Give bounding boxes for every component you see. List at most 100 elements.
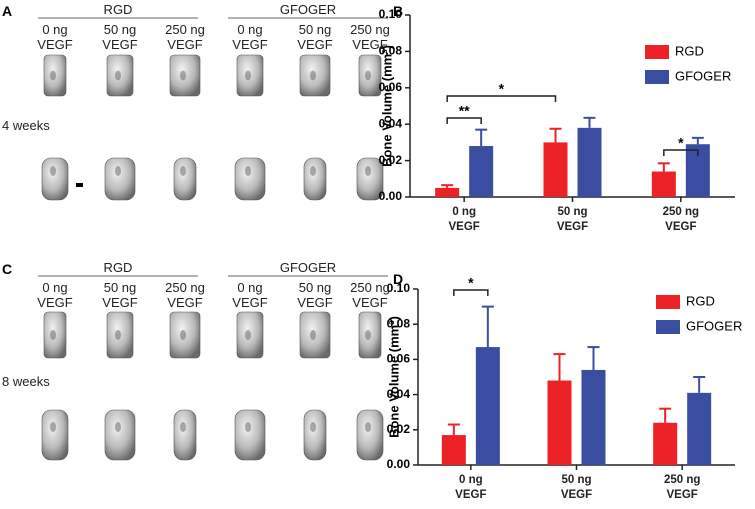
y-tick-label: 0.04 [379, 116, 403, 130]
scaffold-image [234, 157, 266, 201]
y-tick-label: 0.06 [379, 80, 403, 94]
bar [653, 422, 678, 465]
y-axis-label: Bone Volume (mm³) [386, 316, 401, 438]
x-tick-label: 250 ng VEGF [662, 206, 700, 233]
y-tick-label: 0.00 [379, 189, 403, 203]
x-tick-label: 0 ng VEGF [448, 206, 480, 233]
column-header: 0 ng VEGF [232, 22, 268, 52]
scaffold-image [303, 157, 327, 201]
scaffold-pore [245, 70, 251, 81]
scaffold-pore [180, 422, 186, 432]
column-header: 50 ng VEGF [297, 22, 333, 52]
scaffold-pore [245, 422, 251, 432]
y-tick-label: 0.10 [387, 281, 411, 295]
scaffold-pore [365, 330, 371, 340]
scaffold-pore [365, 166, 371, 176]
scaffold-image [356, 157, 384, 201]
scaffold-pore [50, 166, 56, 176]
y-tick-label: 0.10 [379, 7, 403, 21]
legend-label: RGD [686, 293, 715, 308]
scale-bar [76, 183, 83, 187]
scaffold-pore [115, 422, 121, 432]
group-header: RGD [103, 2, 133, 17]
group-header: RGD [103, 260, 133, 275]
x-tick-label: 50 ng VEGF [560, 474, 593, 501]
y-axis-label: Bone Volume (mm³) [379, 45, 394, 167]
y-tick-label: 0.02 [379, 153, 403, 167]
bar [687, 392, 712, 465]
x-tick-label: 250 ng VEGF [663, 474, 701, 501]
bar [581, 369, 606, 465]
bar [577, 127, 602, 197]
scaffold-image [356, 409, 384, 461]
bar [469, 146, 494, 197]
column-header: 250 ng VEGF [165, 280, 205, 310]
significance-bracket [446, 117, 482, 124]
legend-swatch [656, 295, 680, 309]
scaffold-pore [245, 166, 251, 176]
column-header: 250 ng VEGF [350, 280, 390, 310]
scaffold-pore [245, 330, 251, 340]
y-tick-label: 0.06 [387, 352, 411, 366]
legend-label: RGD [675, 43, 704, 58]
significance-bracket [663, 149, 699, 156]
scaffold-pore [180, 166, 186, 176]
y-tick-label: 0.02 [387, 422, 411, 436]
scaffold-pore [365, 422, 371, 432]
group-header: GFOGER [279, 260, 337, 275]
time-label: 8 weeks [2, 374, 50, 389]
significance-label: * [678, 135, 684, 151]
column-header: 250 ng VEGF [165, 22, 205, 52]
scaffold-image [173, 409, 197, 461]
significance-bracket [453, 289, 489, 296]
y-tick-label: 0.04 [387, 387, 411, 401]
legend-label: GFOGER [675, 68, 731, 83]
column-header: 0 ng VEGF [232, 280, 268, 310]
x-tick-label: 50 ng VEGF [556, 206, 589, 233]
significance-label: * [499, 81, 505, 97]
scaffold-pore [115, 330, 121, 340]
y-tick-label: 0.00 [387, 457, 411, 471]
column-header: 0 ng VEGF [37, 280, 73, 310]
panel-letter: D [393, 271, 404, 287]
bar [441, 435, 466, 465]
scaffold-pore [310, 166, 316, 176]
time-label: 4 weeks [2, 118, 50, 133]
panel-letter: C [2, 261, 13, 277]
bar [547, 380, 572, 465]
scaffold-image [173, 157, 197, 201]
y-tick-label: 0.08 [379, 44, 403, 58]
significance-label: ** [459, 103, 470, 119]
x-tick-label: 0 ng VEGF [455, 474, 487, 501]
column-header: 50 ng VEGF [297, 280, 333, 310]
scaffold-pore [180, 70, 186, 81]
bar [543, 142, 568, 197]
legend-label: GFOGER [686, 318, 742, 333]
scaffold-pore [180, 330, 186, 340]
scaffold-pore [115, 70, 121, 81]
scaffold-pore [50, 422, 56, 432]
scaffold-pore [365, 70, 371, 81]
bar [435, 187, 460, 197]
scaffold-pore [50, 330, 56, 340]
scaffold-image [41, 157, 69, 201]
scaffold-image [303, 409, 327, 461]
panel-letter: B [393, 3, 404, 19]
legend-swatch [656, 320, 680, 334]
bar [475, 347, 500, 465]
scaffold-pore [310, 70, 316, 81]
scaffold-pore [310, 330, 316, 340]
significance-bracket [446, 95, 557, 102]
bar [651, 171, 676, 197]
column-header: 250 ng VEGF [350, 22, 390, 52]
column-header: 50 ng VEGF [102, 22, 138, 52]
y-tick-label: 0.08 [387, 316, 411, 330]
scaffold-image [104, 157, 136, 201]
panel-letter: A [2, 3, 13, 19]
legend-swatch [645, 45, 669, 59]
scaffold-image [41, 409, 69, 461]
column-header: 0 ng VEGF [37, 22, 73, 52]
scaffold-image [104, 409, 136, 461]
